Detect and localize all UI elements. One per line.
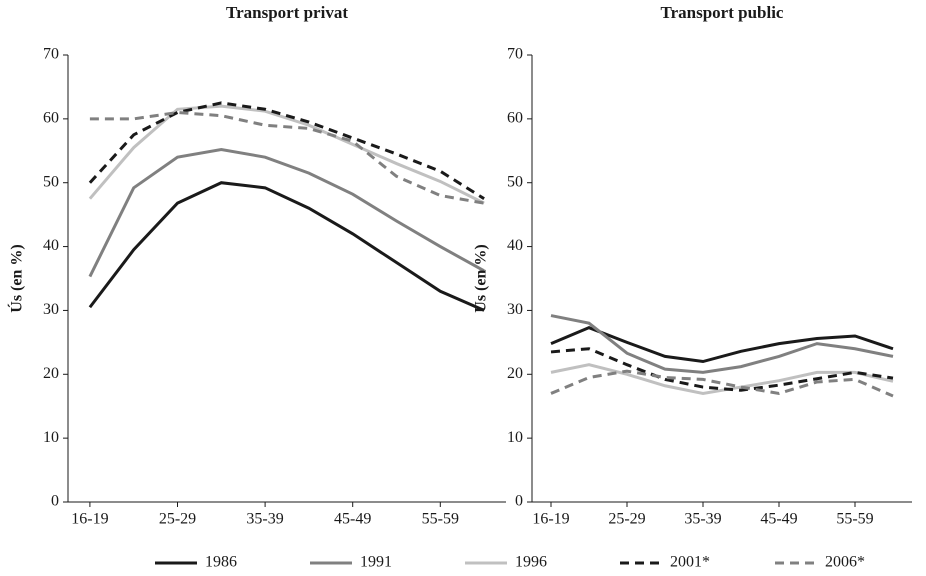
x-tick-label: 55-59 <box>836 511 873 528</box>
chart-title: Transport privat <box>226 3 348 22</box>
y-tick-label: 10 <box>507 429 523 446</box>
legend-label: 1991 <box>360 554 392 571</box>
legend-label: 2006* <box>825 554 865 571</box>
y-tick-label: 50 <box>43 173 59 190</box>
y-tick-label: 50 <box>507 173 523 190</box>
x-tick-label: 45-49 <box>334 511 371 528</box>
y-tick-label: 70 <box>507 46 523 63</box>
y-tick-label: 40 <box>43 237 59 254</box>
x-tick-label: 35-39 <box>684 511 721 528</box>
y-tick-label: 20 <box>43 365 59 382</box>
series-line <box>88 104 485 205</box>
y-tick-label: 60 <box>43 110 59 127</box>
y-tick-label: 40 <box>507 237 523 254</box>
series-line <box>550 369 894 398</box>
y-tick-label: 10 <box>43 429 59 446</box>
series-line <box>89 110 485 205</box>
x-tick-label: 16-19 <box>532 511 569 528</box>
series-line <box>88 181 485 312</box>
chart-title: Transport public <box>661 3 784 22</box>
y-tick-label: 30 <box>43 301 59 318</box>
legend-label: 2001* <box>670 554 710 571</box>
y-tick-label: 60 <box>507 110 523 127</box>
series-line <box>550 347 894 392</box>
y-tick-label: 0 <box>51 493 59 510</box>
series-line <box>550 326 894 364</box>
y-tick-label: 70 <box>43 46 59 63</box>
x-tick-label: 25-29 <box>159 511 196 528</box>
x-tick-label: 35-39 <box>246 511 283 528</box>
y-tick-label: 0 <box>515 493 523 510</box>
series-line <box>88 147 485 278</box>
x-tick-label: 16-19 <box>71 511 108 528</box>
y-axis-label: Ús (en %) <box>471 244 490 312</box>
x-tick-label: 55-59 <box>422 511 459 528</box>
series-line <box>88 101 485 200</box>
x-tick-label: 25-29 <box>608 511 645 528</box>
y-tick-label: 20 <box>507 365 523 382</box>
series-line <box>550 363 894 395</box>
series-line <box>550 314 894 374</box>
y-axis-label: Ús (en %) <box>7 244 26 312</box>
x-tick-label: 45-49 <box>760 511 797 528</box>
y-tick-label: 30 <box>507 301 523 318</box>
legend-label: 1986 <box>205 554 237 571</box>
legend-label: 1996 <box>515 554 547 571</box>
